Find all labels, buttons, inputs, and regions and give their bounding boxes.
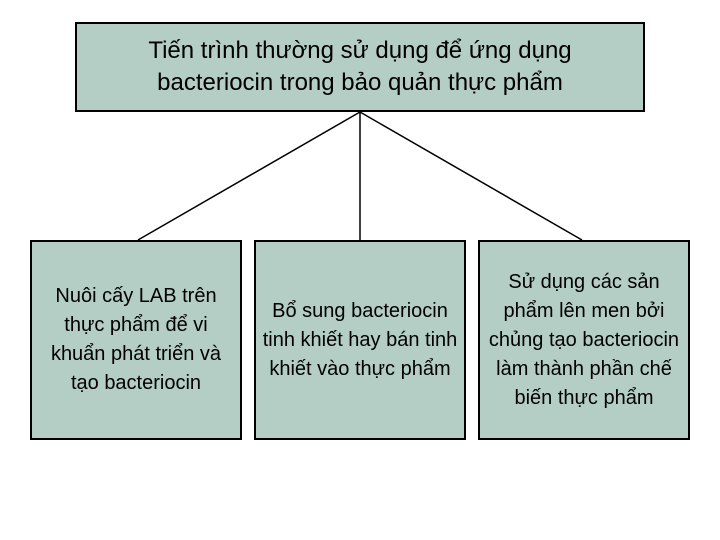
child-node-1: Nuôi cấy LAB trên thực phẩm để vi khuẩn … [30, 240, 242, 440]
edge-left [138, 112, 360, 240]
children-row: Nuôi cấy LAB trên thực phẩm để vi khuẩn … [30, 240, 690, 440]
edge-right [360, 112, 582, 240]
child-node-3: Sử dụng các sản phẩm lên men bởi chủng t… [478, 240, 690, 440]
root-node: Tiến trình thường sử dụng để ứng dụng ba… [75, 22, 645, 112]
child-node-2: Bổ sung bacteriocin tinh khiết hay bán t… [254, 240, 466, 440]
